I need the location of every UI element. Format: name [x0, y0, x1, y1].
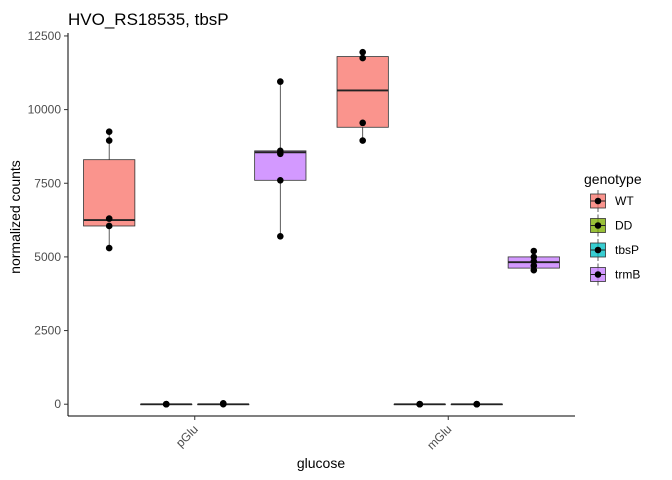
data-point	[105, 244, 113, 252]
legend-label: WT	[615, 194, 634, 208]
y-tick-label: 5000	[34, 250, 61, 264]
legend-item-tbsP: tbsP	[590, 239, 639, 261]
box-DD-pGlu	[140, 400, 193, 408]
legend: genotype WT DD tbsP trmB	[584, 171, 642, 286]
plot-area: 0 2500 5000 7500 10000 12500 pGlu mGlu	[28, 29, 575, 452]
data-point	[359, 137, 366, 144]
x-tick-label: mGlu	[424, 422, 454, 452]
y-axis-title: normalized counts	[7, 160, 23, 274]
y-tick-label: 7500	[34, 176, 61, 190]
legend-key-point	[594, 246, 602, 254]
x-axis-title: glucose	[297, 455, 345, 471]
data-point	[530, 247, 538, 255]
box-tbsP-mGlu	[450, 400, 503, 408]
data-point	[416, 400, 424, 408]
legend-item-WT: WT	[590, 190, 634, 212]
legend-label: tbsP	[615, 243, 639, 257]
data-point	[473, 400, 481, 408]
box-rect	[83, 159, 136, 227]
data-point	[162, 400, 170, 408]
data-point	[530, 253, 538, 261]
data-point	[359, 48, 366, 56]
data-point	[219, 400, 227, 407]
legend-item-DD: DD	[590, 214, 633, 237]
y-tick-label: 0	[54, 397, 61, 411]
data-point	[105, 137, 113, 144]
y-tick-label: 12500	[28, 29, 62, 43]
chart-title: HVO_RS18535, tbsP	[68, 10, 229, 29]
data-point	[277, 147, 284, 155]
legend-item-trmB: trmB	[590, 263, 640, 286]
box-trmB-mGlu	[507, 247, 560, 274]
legend-label: DD	[615, 219, 633, 233]
legend-title: genotype	[584, 171, 642, 187]
y-tick-label: 2500	[34, 324, 61, 338]
legend-label: trmB	[615, 268, 640, 282]
box-rect	[254, 150, 307, 181]
box-trmB-pGlu	[254, 78, 307, 240]
data-point	[359, 119, 366, 127]
data-point	[105, 222, 113, 230]
box-WT-pGlu	[83, 128, 136, 252]
data-point	[105, 215, 113, 222]
data-point	[277, 177, 284, 184]
box-DD-mGlu	[393, 400, 446, 408]
data-point	[359, 54, 366, 62]
box-tbsP-pGlu	[197, 400, 250, 408]
y-tick-label: 10000	[28, 103, 62, 117]
box-rect	[336, 56, 389, 128]
legend-key-point	[594, 271, 602, 278]
data-point	[277, 232, 284, 240]
legend-key-point	[594, 197, 602, 205]
data-point	[105, 128, 113, 135]
data-point	[277, 78, 284, 85]
box-WT-mGlu	[336, 48, 389, 144]
x-tick-label: pGlu	[173, 422, 201, 450]
legend-key-point	[594, 222, 602, 229]
